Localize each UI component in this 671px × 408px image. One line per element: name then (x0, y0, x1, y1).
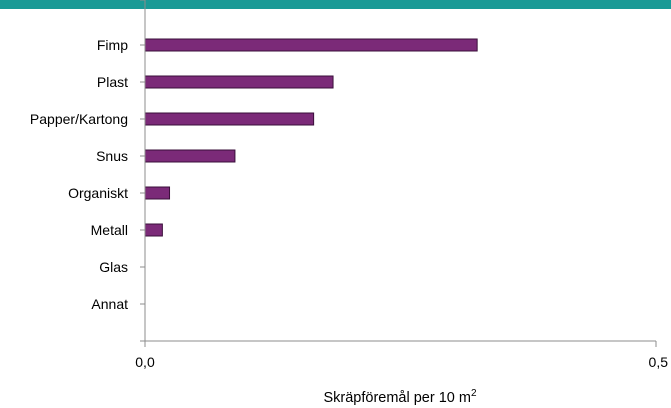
x-tick-label-0: 0,0 (135, 354, 155, 370)
category-label-organiskt: Organiskt (68, 185, 128, 201)
bar-metall (144, 223, 163, 237)
bars-layer (144, 38, 478, 237)
category-label-snus: Snus (96, 148, 128, 164)
bar-plast (144, 75, 334, 89)
category-label-fimp: Fimp (97, 37, 128, 53)
category-label-glas: Glas (99, 259, 128, 275)
bar-papper-kartong (144, 112, 315, 126)
x-ticks: 0,0 0,5 (135, 341, 668, 370)
x-axis-title: Skräpföremål per 10 m2 (323, 388, 476, 406)
bar-organiskt (144, 186, 171, 200)
bar-fimp (144, 38, 478, 52)
category-label-metall: Metall (91, 222, 128, 238)
x-tick-label-1: 0,5 (649, 354, 669, 370)
axes (140, 0, 656, 342)
x-axis-title-text: Skräpföremål per 10 m (323, 390, 470, 406)
category-label-papper-kartong: Papper/Kartong (30, 111, 128, 127)
bar-snus (144, 149, 236, 163)
category-label-annat: Annat (91, 296, 128, 312)
category-labels: Fimp Plast Papper/Kartong Snus Organiskt Meta… (30, 37, 128, 312)
category-label-plast: Plast (97, 74, 128, 90)
header-band (0, 0, 671, 9)
x-axis-title-superscript: 2 (471, 388, 477, 399)
